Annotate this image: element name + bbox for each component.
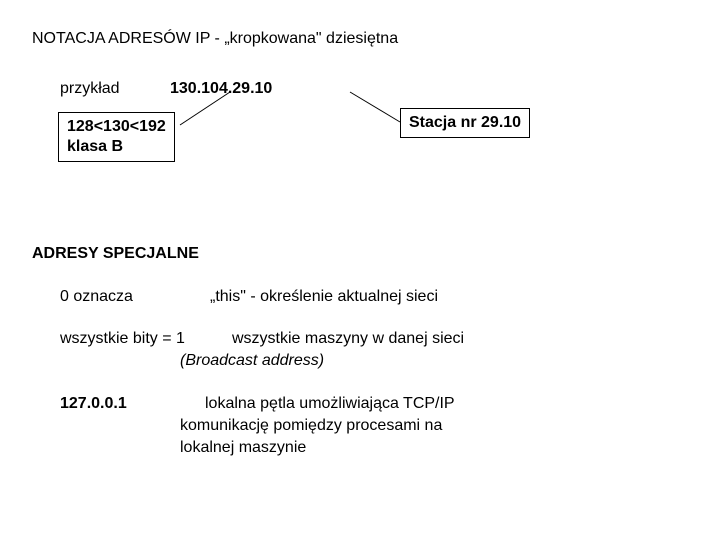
allbits-label: wszystkie bity = 1 — [60, 330, 185, 348]
loopback-line1: lokalna pętla umożliwiająca TCP/IP — [205, 395, 455, 413]
broadcast-italic: (Broadcast address) — [180, 352, 324, 370]
loopback-line2: komunikację pomiędzy procesami na — [180, 417, 442, 435]
connector-right — [0, 0, 720, 200]
loopback-line3: lokalnej maszynie — [180, 439, 306, 457]
zero-text: „this" - określenie aktualnej sieci — [210, 288, 438, 306]
connector-right-line — [350, 92, 400, 122]
loopback-ip: 127.0.0.1 — [60, 395, 127, 413]
zero-label: 0 oznacza — [60, 288, 133, 306]
allbits-text: wszystkie maszyny w danej sieci — [232, 330, 464, 348]
special-addresses-heading: ADRESY SPECJALNE — [32, 245, 199, 263]
